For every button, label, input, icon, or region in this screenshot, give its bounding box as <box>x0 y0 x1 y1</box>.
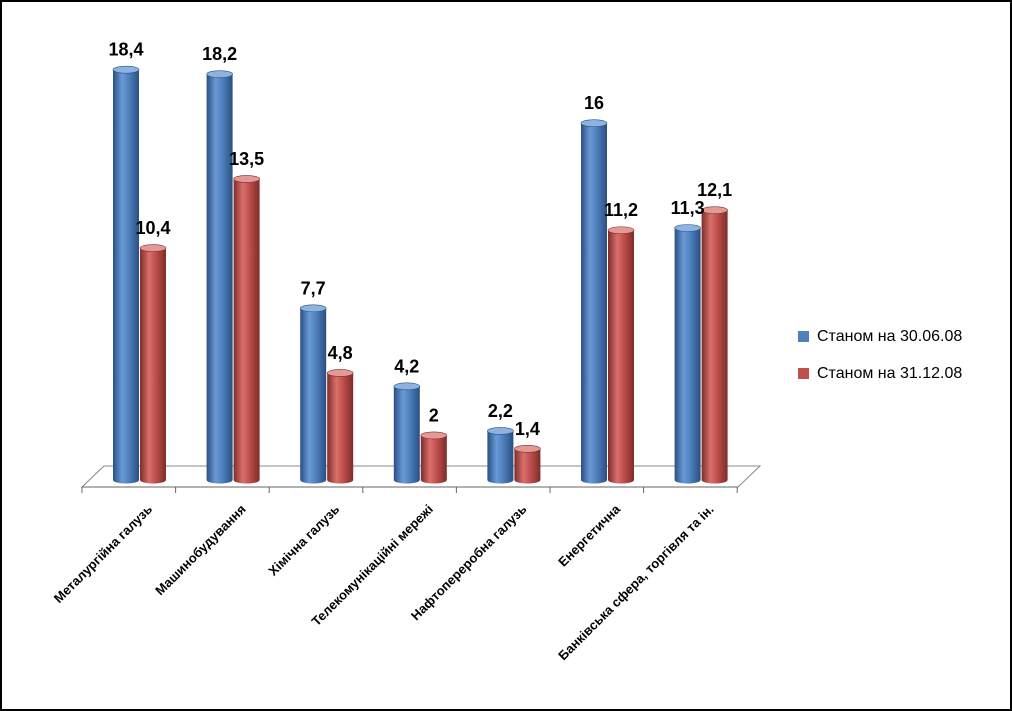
bar-body <box>140 248 166 484</box>
bar-series-2-1 <box>139 244 167 484</box>
bar-series-2-4 <box>420 431 448 484</box>
bar-body <box>581 123 608 484</box>
data-label-series-2-2: 13,5 <box>229 149 264 169</box>
legend: Станом на 30.06.08 Станом на 31.12.08 <box>798 326 962 400</box>
bar-top <box>420 431 448 440</box>
bar-top <box>139 244 167 252</box>
data-label-series-1-7: 11,3 <box>671 198 705 218</box>
legend-item-series-1: Станом на 30.06.08 <box>798 326 962 347</box>
bar-series-1-7 <box>674 224 701 484</box>
bar-top <box>487 427 514 435</box>
bar-body <box>420 435 447 484</box>
bar-top <box>607 226 635 235</box>
data-label-series-2-3: 4,8 <box>328 343 353 363</box>
data-labels: 18,4 10,4 18,2 13,5 7,7 4,8 4,2 2 2,21,4 16 11,2 11… <box>108 40 732 439</box>
legend-item-series-2: Станом на 31.12.08 <box>798 363 962 384</box>
bar-series-2-7 <box>701 206 728 484</box>
bar-series-2-3 <box>326 369 354 484</box>
bar-series-1-1 <box>112 65 140 484</box>
data-label-series-1-2: 18,2 <box>202 44 237 64</box>
bar-top <box>701 206 728 214</box>
bar-series-1-6 <box>580 119 608 484</box>
category-label-6: Енергетична <box>555 501 624 570</box>
bar-body <box>701 210 728 484</box>
legend-label-series-1: Станом на 30.06.08 <box>817 327 963 345</box>
bar-series-1-3 <box>299 304 327 484</box>
bar-series-2-2 <box>233 175 260 484</box>
bar-top <box>326 369 354 377</box>
bar-series-2-5 <box>514 444 541 484</box>
bars <box>112 65 728 484</box>
bar-series-1-5 <box>487 427 514 484</box>
data-label-series-2-7: 12,1 <box>697 180 732 200</box>
legend-swatch-series-1 <box>798 331 809 342</box>
bar-top <box>112 65 140 74</box>
bar-body <box>514 448 541 484</box>
bar-body <box>206 74 233 484</box>
bar-body <box>674 228 701 484</box>
bar-top <box>580 119 608 127</box>
bar-top <box>674 224 701 232</box>
data-label-series-2-1: 10,4 <box>135 218 170 238</box>
bar-body <box>300 308 327 484</box>
bar-series-2-6 <box>607 226 635 484</box>
data-label-series-2-5: 1,4 <box>515 419 540 439</box>
bar-top <box>514 444 541 453</box>
category-label-7: Банківська сфера, торгівля та ін. <box>555 502 717 664</box>
data-label-series-1-4: 4,2 <box>394 356 419 376</box>
data-label-series-1-5: 2,2 <box>488 401 513 421</box>
bar-body <box>327 372 354 484</box>
bar-top <box>393 382 421 391</box>
data-label-series-2-4: 2 <box>429 405 439 425</box>
bar-series-1-2 <box>206 70 233 484</box>
data-label-series-2-6: 11,2 <box>604 200 638 220</box>
bar-top <box>233 175 260 183</box>
bar-top <box>206 70 233 78</box>
legend-label-series-2: Станом на 31.12.08 <box>817 364 963 382</box>
bar-body <box>393 386 420 484</box>
legend-swatch-series-2 <box>798 368 809 379</box>
data-label-series-1-1: 18,4 <box>108 40 143 60</box>
category-label-1: Металургійна галузь <box>51 502 155 606</box>
bar-body <box>487 430 514 484</box>
data-label-series-1-6: 16 <box>584 93 604 113</box>
category-label-2: Машинобудування <box>152 502 249 599</box>
bar-body <box>233 178 260 484</box>
bar-series-1-4 <box>393 382 421 484</box>
bar-top <box>299 304 327 313</box>
bar-body <box>113 69 139 484</box>
data-label-series-1-3: 7,7 <box>301 278 326 298</box>
bar-body <box>608 230 634 484</box>
category-label-3: Хімічна галузь <box>265 502 342 579</box>
